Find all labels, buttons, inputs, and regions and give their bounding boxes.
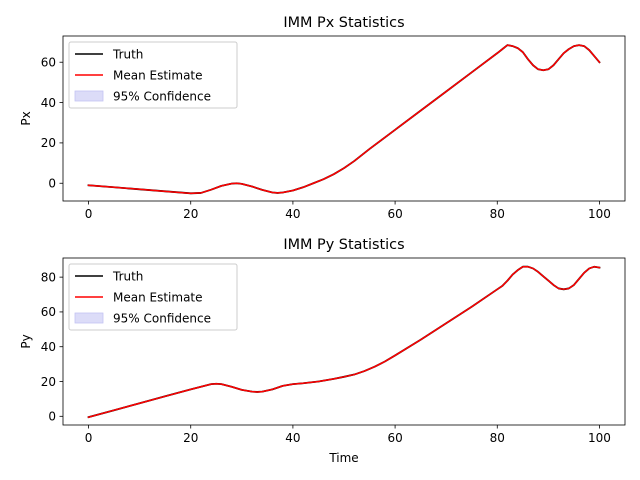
x-tick-label: 80 — [490, 431, 505, 445]
x-tick-label: 80 — [490, 207, 505, 221]
x-tick-label: 40 — [285, 431, 300, 445]
x-axis-label: Time — [328, 451, 358, 465]
y-axis-label: Py — [19, 334, 33, 348]
x-tick-label: 100 — [588, 207, 611, 221]
legend-label-confidence: 95% Confidence — [113, 89, 211, 103]
y-tick-label: 40 — [41, 96, 56, 110]
legend-label-truth: Truth — [112, 47, 143, 61]
y-tick-label: 0 — [48, 177, 56, 191]
x-tick-label: 100 — [588, 431, 611, 445]
series-line-mean-estimate — [87, 265, 601, 419]
x-tick-label: 0 — [85, 431, 93, 445]
x-tick-label: 60 — [387, 207, 402, 221]
legend-box — [68, 263, 238, 331]
plot-frame — [62, 35, 626, 202]
chart-title: IMM Px Statistics — [283, 15, 404, 31]
plot-frame — [62, 257, 626, 426]
legend-swatch-confidence — [74, 312, 104, 324]
y-tick-label: 20 — [41, 375, 56, 389]
series-lines — [87, 44, 601, 195]
legend-entry-mean-estimate: Mean Estimate — [75, 68, 203, 82]
legend-label-truth: Truth — [112, 269, 143, 283]
y-tick-label: 20 — [41, 136, 56, 150]
series-line-mean-estimate — [87, 44, 601, 195]
axis-ticks: 0 20 40 60 80 100 0 20 40 60 80 — [41, 270, 611, 445]
series-lines — [87, 265, 601, 419]
legend-entry-confidence: 95% Confidence — [74, 89, 211, 103]
x-tick-label: 40 — [285, 207, 300, 221]
legend: Truth Mean Estimate 95% Confidence — [68, 41, 238, 109]
legend-entry-truth: Truth — [75, 269, 143, 283]
px-chart-panel: IMM Px Statistics 0 20 40 60 80 100 0 20 40 60 Px… — [19, 15, 626, 221]
legend-box — [68, 41, 238, 109]
legend: Truth Mean Estimate 95% Confidence — [68, 263, 238, 331]
y-tick-label: 40 — [41, 340, 56, 354]
x-tick-label: 20 — [183, 431, 198, 445]
legend-entry-mean-estimate: Mean Estimate — [75, 290, 203, 304]
legend-entry-confidence: 95% Confidence — [74, 311, 211, 325]
y-tick-label: 80 — [41, 270, 56, 284]
x-tick-label: 0 — [85, 207, 93, 221]
legend-label-confidence: 95% Confidence — [113, 311, 211, 325]
legend-label-mean-estimate: Mean Estimate — [113, 68, 203, 82]
y-tick-label: 60 — [41, 305, 56, 319]
chart-title: IMM Py Statistics — [283, 237, 404, 253]
legend-swatch-confidence — [74, 90, 104, 102]
y-tick-label: 60 — [41, 56, 56, 70]
axis-ticks: 0 20 40 60 80 100 0 20 40 60 — [41, 56, 611, 221]
legend-label-mean-estimate: Mean Estimate — [113, 290, 203, 304]
x-tick-label: 20 — [183, 207, 198, 221]
legend-entry-truth: Truth — [75, 47, 143, 61]
y-tick-label: 0 — [48, 410, 56, 424]
x-tick-label: 60 — [387, 431, 402, 445]
py-chart-panel: IMM Py Statistics 0 20 40 60 80 100020406080 … — [19, 237, 626, 465]
y-axis-label: Px — [19, 111, 33, 125]
